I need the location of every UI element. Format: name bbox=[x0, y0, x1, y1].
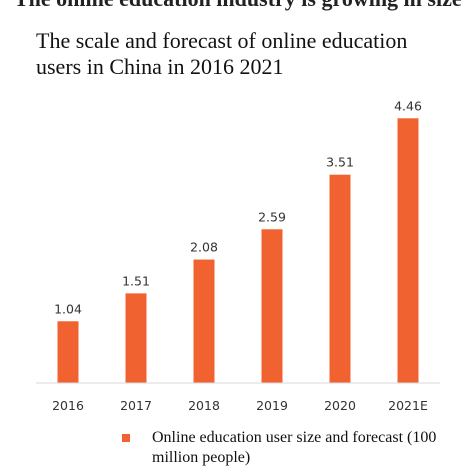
x-tick-label-2018: 2018 bbox=[188, 398, 220, 413]
data-label-2018: 2.08 bbox=[190, 240, 218, 255]
data-label-2019: 2.59 bbox=[258, 209, 286, 224]
x-tick-label-2019: 2019 bbox=[256, 398, 288, 413]
bar-2021E bbox=[397, 118, 419, 384]
bar-2018 bbox=[193, 259, 215, 383]
legend-swatch bbox=[122, 434, 130, 442]
chart-title: The scale and forecast of online educati… bbox=[36, 28, 408, 79]
legend: Online education user size and forecast … bbox=[122, 428, 448, 468]
x-tick-label-2017: 2017 bbox=[120, 398, 152, 413]
x-tick-labels-group: 2016 2017 2018 2019 2020 2021E bbox=[52, 398, 428, 413]
legend-label: Online education user size and forecast … bbox=[152, 429, 437, 466]
data-label-2017: 1.51 bbox=[122, 273, 150, 288]
x-tick-label-2021E: 2021E bbox=[388, 398, 428, 413]
data-label-2016: 1.04 bbox=[54, 301, 82, 316]
bar-2017 bbox=[125, 293, 147, 383]
bar-2019 bbox=[261, 229, 283, 383]
data-label-2020: 3.51 bbox=[326, 155, 354, 170]
bars-group bbox=[57, 118, 419, 384]
bar-2016 bbox=[57, 321, 79, 383]
x-tick-label-2016: 2016 bbox=[52, 398, 84, 413]
cut-off-heading: The online education industry is growing… bbox=[14, 0, 474, 12]
x-tick-label-2020: 2020 bbox=[324, 398, 356, 413]
data-label-2021E: 4.46 bbox=[394, 98, 422, 113]
data-labels-group: 1.04 1.51 2.08 2.59 3.51 4.46 bbox=[54, 98, 422, 316]
bar-2020 bbox=[329, 174, 351, 383]
